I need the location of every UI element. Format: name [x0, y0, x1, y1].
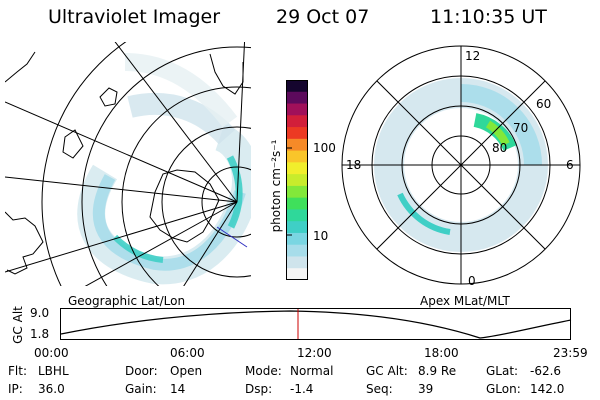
- colorbar-stripe: [286, 80, 308, 93]
- colorbar-stripe: [286, 115, 308, 128]
- coastlines: [5, 51, 244, 275]
- altitude-curve: [60, 310, 572, 339]
- mlt-label-18: 18: [346, 158, 361, 172]
- mode-value: Normal: [290, 364, 334, 378]
- mlt-label-0: 0: [468, 274, 476, 288]
- colorbar-tick-label-10: 10: [313, 229, 329, 243]
- colorbar-stripe: [286, 103, 308, 116]
- geo-map-label: Geographic Lat/Lon: [68, 294, 186, 308]
- magnetic-polar-plot: 12 18 6 0 60 70 80: [341, 45, 581, 288]
- colorbar-stripe: [286, 91, 308, 105]
- colorbar-stripe: [286, 162, 308, 175]
- timeline-ytick-bottom: 1.8: [30, 327, 50, 341]
- colorbar-stripe: [286, 127, 308, 140]
- gain-label: Gain:: [125, 382, 157, 396]
- gcalt-label: GC Alt:: [366, 364, 408, 378]
- timeline-xlabel-2359: 23:59: [553, 346, 588, 360]
- filter-label: Flt:: [8, 364, 27, 378]
- glat-value: -62.6: [530, 364, 562, 378]
- time-readout: 11:10:35 UT: [430, 6, 547, 28]
- colorbar-stripe: [286, 174, 308, 187]
- colorbar-stripe: [286, 221, 308, 234]
- seq-value: 39: [418, 382, 434, 396]
- colorbar-stripe: [286, 244, 308, 257]
- mlt-lines: [342, 46, 580, 284]
- colorbar: [286, 80, 308, 280]
- colorbar-stripe: [286, 209, 308, 222]
- timeline-ylabel: GC Alt: [11, 306, 25, 344]
- colorbar-stripes: [286, 80, 308, 280]
- colorbar-frame: [286, 80, 308, 280]
- terminator-line: [216, 226, 248, 248]
- ip-value: 36.0: [38, 382, 65, 396]
- app-title: Ultraviolet Imager: [48, 6, 221, 28]
- glat-label: GLat:: [486, 364, 519, 378]
- timeline-ytick-top: 9.0: [30, 306, 50, 320]
- gain-value: 14: [170, 382, 186, 396]
- lat-circles: [41, 42, 251, 286]
- door-label: Door:: [125, 364, 158, 378]
- timeline-xlabel-1800: 18:00: [424, 346, 459, 360]
- altitude-timeline: [60, 308, 572, 340]
- timeline-xlabel-0000: 00:00: [34, 346, 69, 360]
- door-value: Open: [170, 364, 203, 378]
- timeline-xlabel-1200: 12:00: [297, 346, 332, 360]
- colorbar-stripe: [286, 197, 308, 210]
- lon-lines: [5, 42, 246, 286]
- colorbar-stripe: [286, 268, 308, 280]
- colorbar-stripe: [286, 138, 308, 152]
- colorbar-tick-label-100: 100: [313, 141, 336, 155]
- geographic-map: [5, 42, 251, 286]
- dsp-value: -1.4: [290, 382, 314, 396]
- mode-label: Mode:: [245, 364, 282, 378]
- dsp-label: Dsp:: [245, 382, 273, 396]
- colorbar-stripe: [286, 185, 308, 199]
- glon-value: 142.0: [530, 382, 565, 396]
- colorbar-stripe: [286, 150, 308, 163]
- mlat-label-70: 70: [513, 121, 528, 135]
- filter-value: LBHL: [38, 364, 69, 378]
- mlat-label-80: 80: [492, 141, 507, 155]
- gcalt-value: 8.9 Re: [418, 364, 457, 378]
- timeline-frame: [60, 308, 571, 340]
- mlt-label-6: 6: [566, 158, 574, 172]
- colorbar-unit-label: photon cm⁻²s⁻¹: [269, 139, 283, 233]
- mag-map-label: Apex MLat/MLT: [420, 294, 510, 308]
- aurora-emission-geo: [77, 53, 251, 285]
- mlat-label-60: 60: [536, 97, 551, 111]
- ip-label: IP:: [8, 382, 23, 396]
- glon-label: GLon:: [486, 382, 521, 396]
- date-readout: 29 Oct 07: [276, 6, 370, 28]
- seq-label: Seq:: [366, 382, 393, 396]
- mlt-label-12: 12: [465, 49, 480, 63]
- timeline-xlabel-0600: 06:00: [170, 346, 205, 360]
- colorbar-stripe: [286, 256, 308, 269]
- colorbar-stripe: [286, 232, 308, 246]
